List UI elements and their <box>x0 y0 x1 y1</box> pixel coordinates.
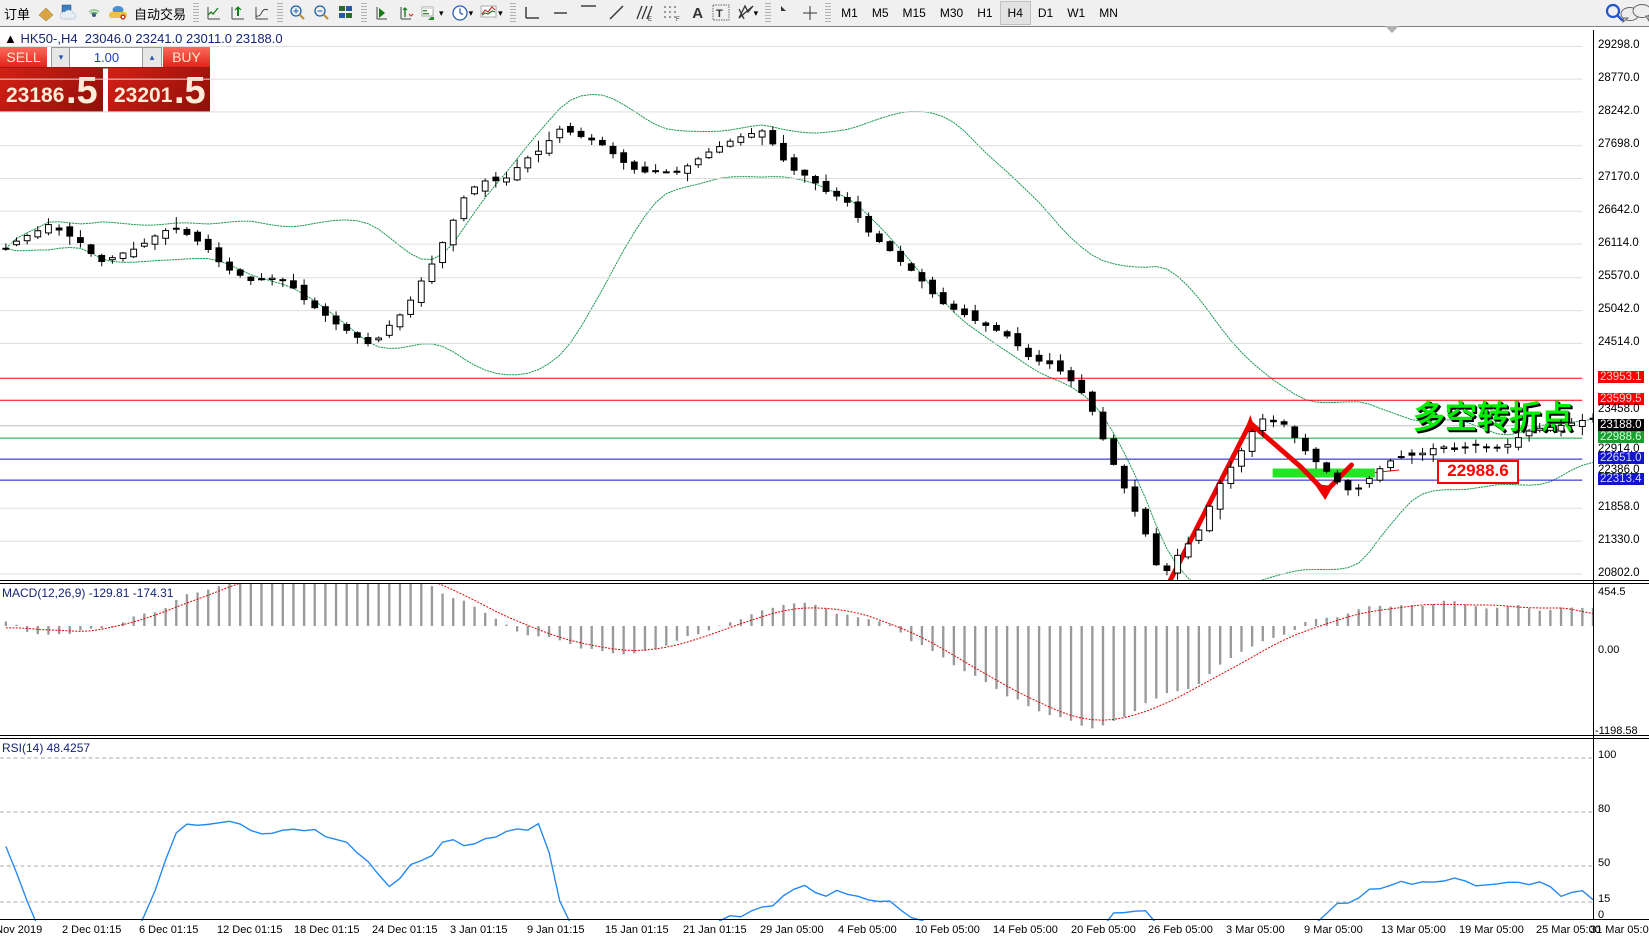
svg-text:E: E <box>648 17 652 22</box>
svg-text:T: T <box>716 8 723 20</box>
svg-text:F: F <box>676 17 680 22</box>
